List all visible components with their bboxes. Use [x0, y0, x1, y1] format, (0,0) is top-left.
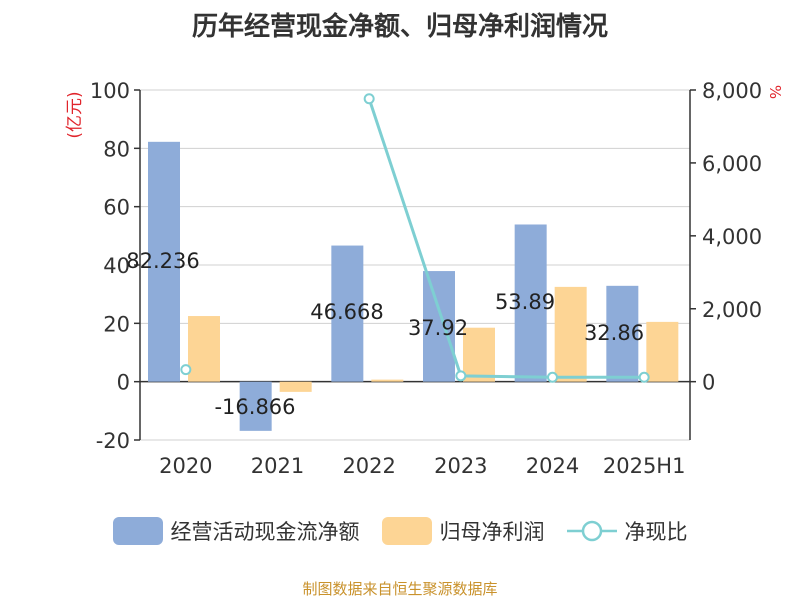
data-label-cashflow: 46.668 — [310, 300, 383, 324]
data-label-cashflow: -16.866 — [214, 395, 295, 419]
bar-netprofit — [279, 381, 312, 392]
right-tick-label: 8,000 — [702, 79, 762, 103]
left-tick-label: 0 — [117, 371, 130, 395]
left-tick-label: -20 — [96, 429, 130, 453]
ratio-line — [367, 98, 645, 379]
bar-netprofit — [463, 327, 495, 382]
legend-label-ratio: 净现比 — [624, 520, 688, 544]
data-label-cashflow: 82.236 — [126, 249, 199, 273]
chart-plot: -20 0 20 40 60 80 100 0 2,000 4,000 6,000 8,000 (亿元)… — [65, 79, 784, 478]
legend: 经营活动现金流净额 归母净利润 净现比 — [0, 516, 800, 546]
left-tick-label: 100 — [90, 79, 130, 103]
bar-netprofit — [646, 321, 679, 382]
ratio-point — [638, 371, 650, 383]
x-tick-label: 2025H1 — [603, 454, 686, 478]
chart-title: 历年经营现金净额、归母净利润情况 — [191, 12, 608, 42]
ratio-point — [363, 93, 375, 105]
data-label-cashflow: 53.89 — [495, 290, 555, 314]
x-tick-label: 2022 — [342, 454, 395, 478]
left-tick-label: 60 — [103, 196, 130, 220]
legend-item-netprofit[interactable]: 归母净利润 — [381, 516, 545, 546]
data-label-cashflow: 37.92 — [408, 316, 468, 340]
left-tick-label: 80 — [103, 137, 130, 161]
bar-netprofit — [188, 316, 220, 382]
legend-label-netprofit: 归母净利润 — [439, 520, 545, 544]
ratio-point — [180, 364, 192, 376]
x-tick-label: 2023 — [434, 454, 487, 478]
bar-cashflow — [239, 381, 272, 431]
bar-cashflow — [606, 285, 639, 382]
ratio-point — [547, 371, 558, 383]
legend-swatch-cashflow — [112, 517, 163, 545]
bar-netprofit — [554, 286, 587, 382]
left-tick-label: 20 — [103, 312, 130, 336]
legend-swatch-netprofit — [381, 517, 432, 545]
source-note: 制图数据来自恒生聚源数据库 — [302, 580, 498, 598]
right-tick-label: 2,000 — [702, 298, 762, 322]
x-tick-label: 2020 — [159, 454, 212, 478]
bar-cashflow — [423, 271, 455, 382]
bar-cashflow — [331, 245, 364, 382]
legend-item-ratio[interactable]: 净现比 — [566, 516, 688, 546]
right-tick-label: 6,000 — [702, 152, 762, 176]
x-tick-label: 2021 — [251, 454, 304, 478]
right-tick-label: 0 — [702, 371, 715, 395]
bar-netprofit — [371, 379, 404, 382]
data-label-cashflow: 32.86 — [584, 321, 644, 345]
right-tick-label: 4,000 — [702, 225, 762, 249]
legend-label-cashflow: 经营活动现金流净额 — [170, 520, 360, 544]
ratio-point — [455, 370, 467, 382]
left-axis-unit: (亿元) — [65, 91, 85, 138]
left-tick-label: 40 — [103, 254, 130, 278]
legend-swatch-ratio-icon — [566, 520, 617, 542]
legend-item-cashflow[interactable]: 经营活动现金流净额 — [112, 516, 360, 546]
bar-cashflow — [148, 141, 180, 382]
right-axis-unit: % — [766, 85, 784, 99]
x-tick-label: 2024 — [526, 454, 579, 478]
bar-cashflow — [514, 224, 547, 382]
